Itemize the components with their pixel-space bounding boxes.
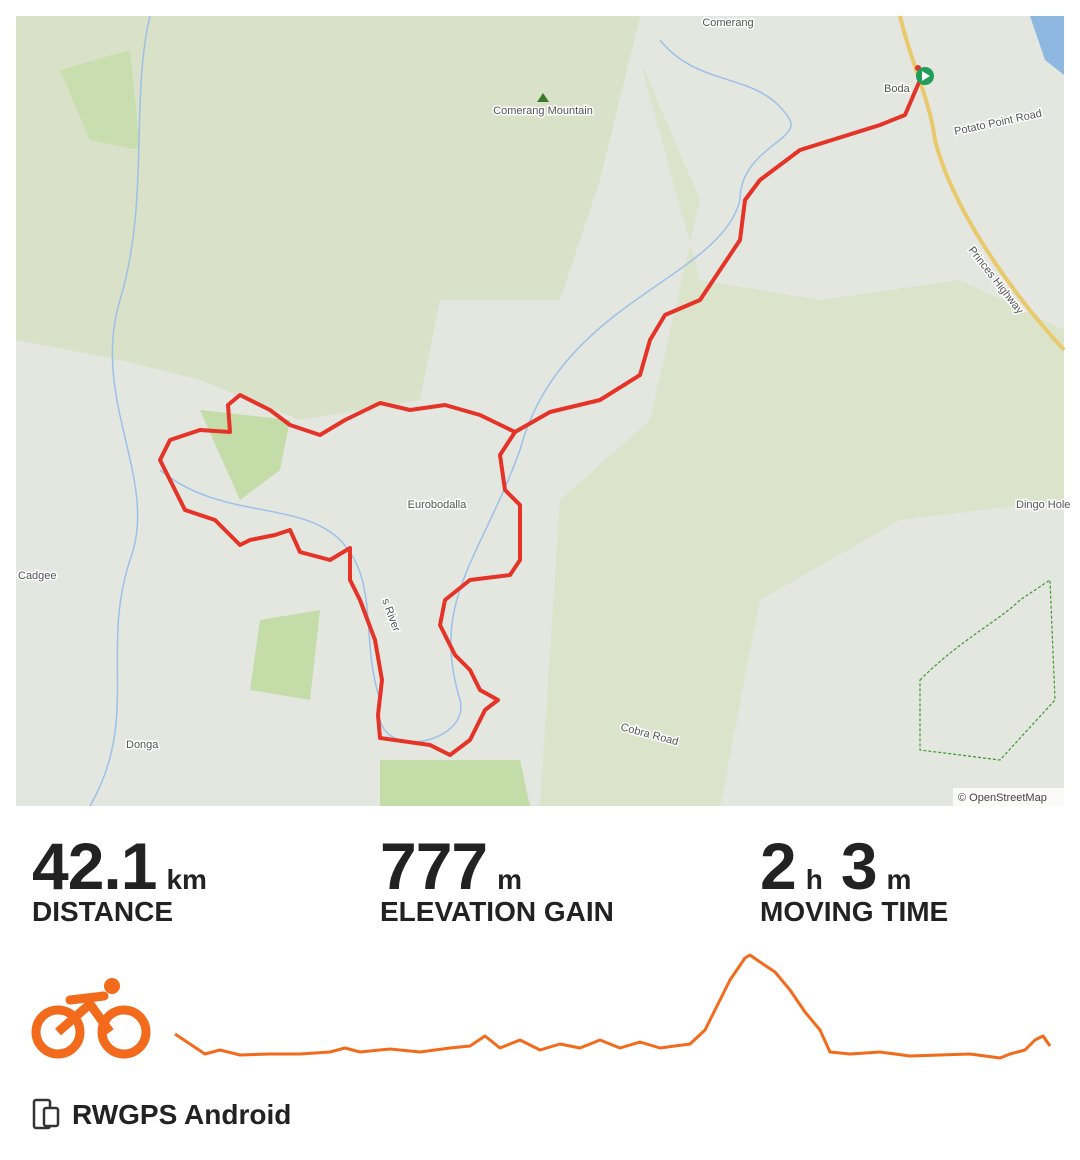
stat-label: MOVING TIME xyxy=(760,896,949,927)
map: Comerang Comerang Mountain Boda Potato P… xyxy=(16,16,1072,807)
device-name: RWGPS Android xyxy=(72,1099,291,1130)
stat-value: 777 xyxy=(380,829,488,903)
stat: 777 m ELEVATION GAIN xyxy=(380,828,614,928)
map-label: Comerang xyxy=(702,17,753,29)
map-label: Dingo Hole xyxy=(1016,499,1070,511)
stat-unit: km xyxy=(166,864,207,895)
stat-value: 3 xyxy=(840,829,878,903)
stat: 42.1 km DISTANCE xyxy=(32,828,225,928)
map-label: Boda xyxy=(884,83,911,95)
stat-unit: m xyxy=(886,864,912,895)
stat-unit: h xyxy=(805,864,823,895)
attribution: © OpenStreetMap xyxy=(958,792,1047,804)
map-label: Comerang Mountain xyxy=(493,105,593,117)
stat-value: 42.1 xyxy=(32,829,157,903)
device-icon xyxy=(32,1098,60,1130)
map-label: Donga xyxy=(126,739,159,751)
map-label: Cadgee xyxy=(18,570,57,582)
elevation-profile xyxy=(174,953,1052,1060)
cyclist-icon xyxy=(31,978,151,1059)
stat-unit: m xyxy=(497,864,523,895)
stat-value: 2 xyxy=(760,829,797,903)
map-label: Eurobodalla xyxy=(408,499,468,511)
stat-label: DISTANCE xyxy=(32,896,174,927)
stat-label: ELEVATION GAIN xyxy=(380,896,614,927)
